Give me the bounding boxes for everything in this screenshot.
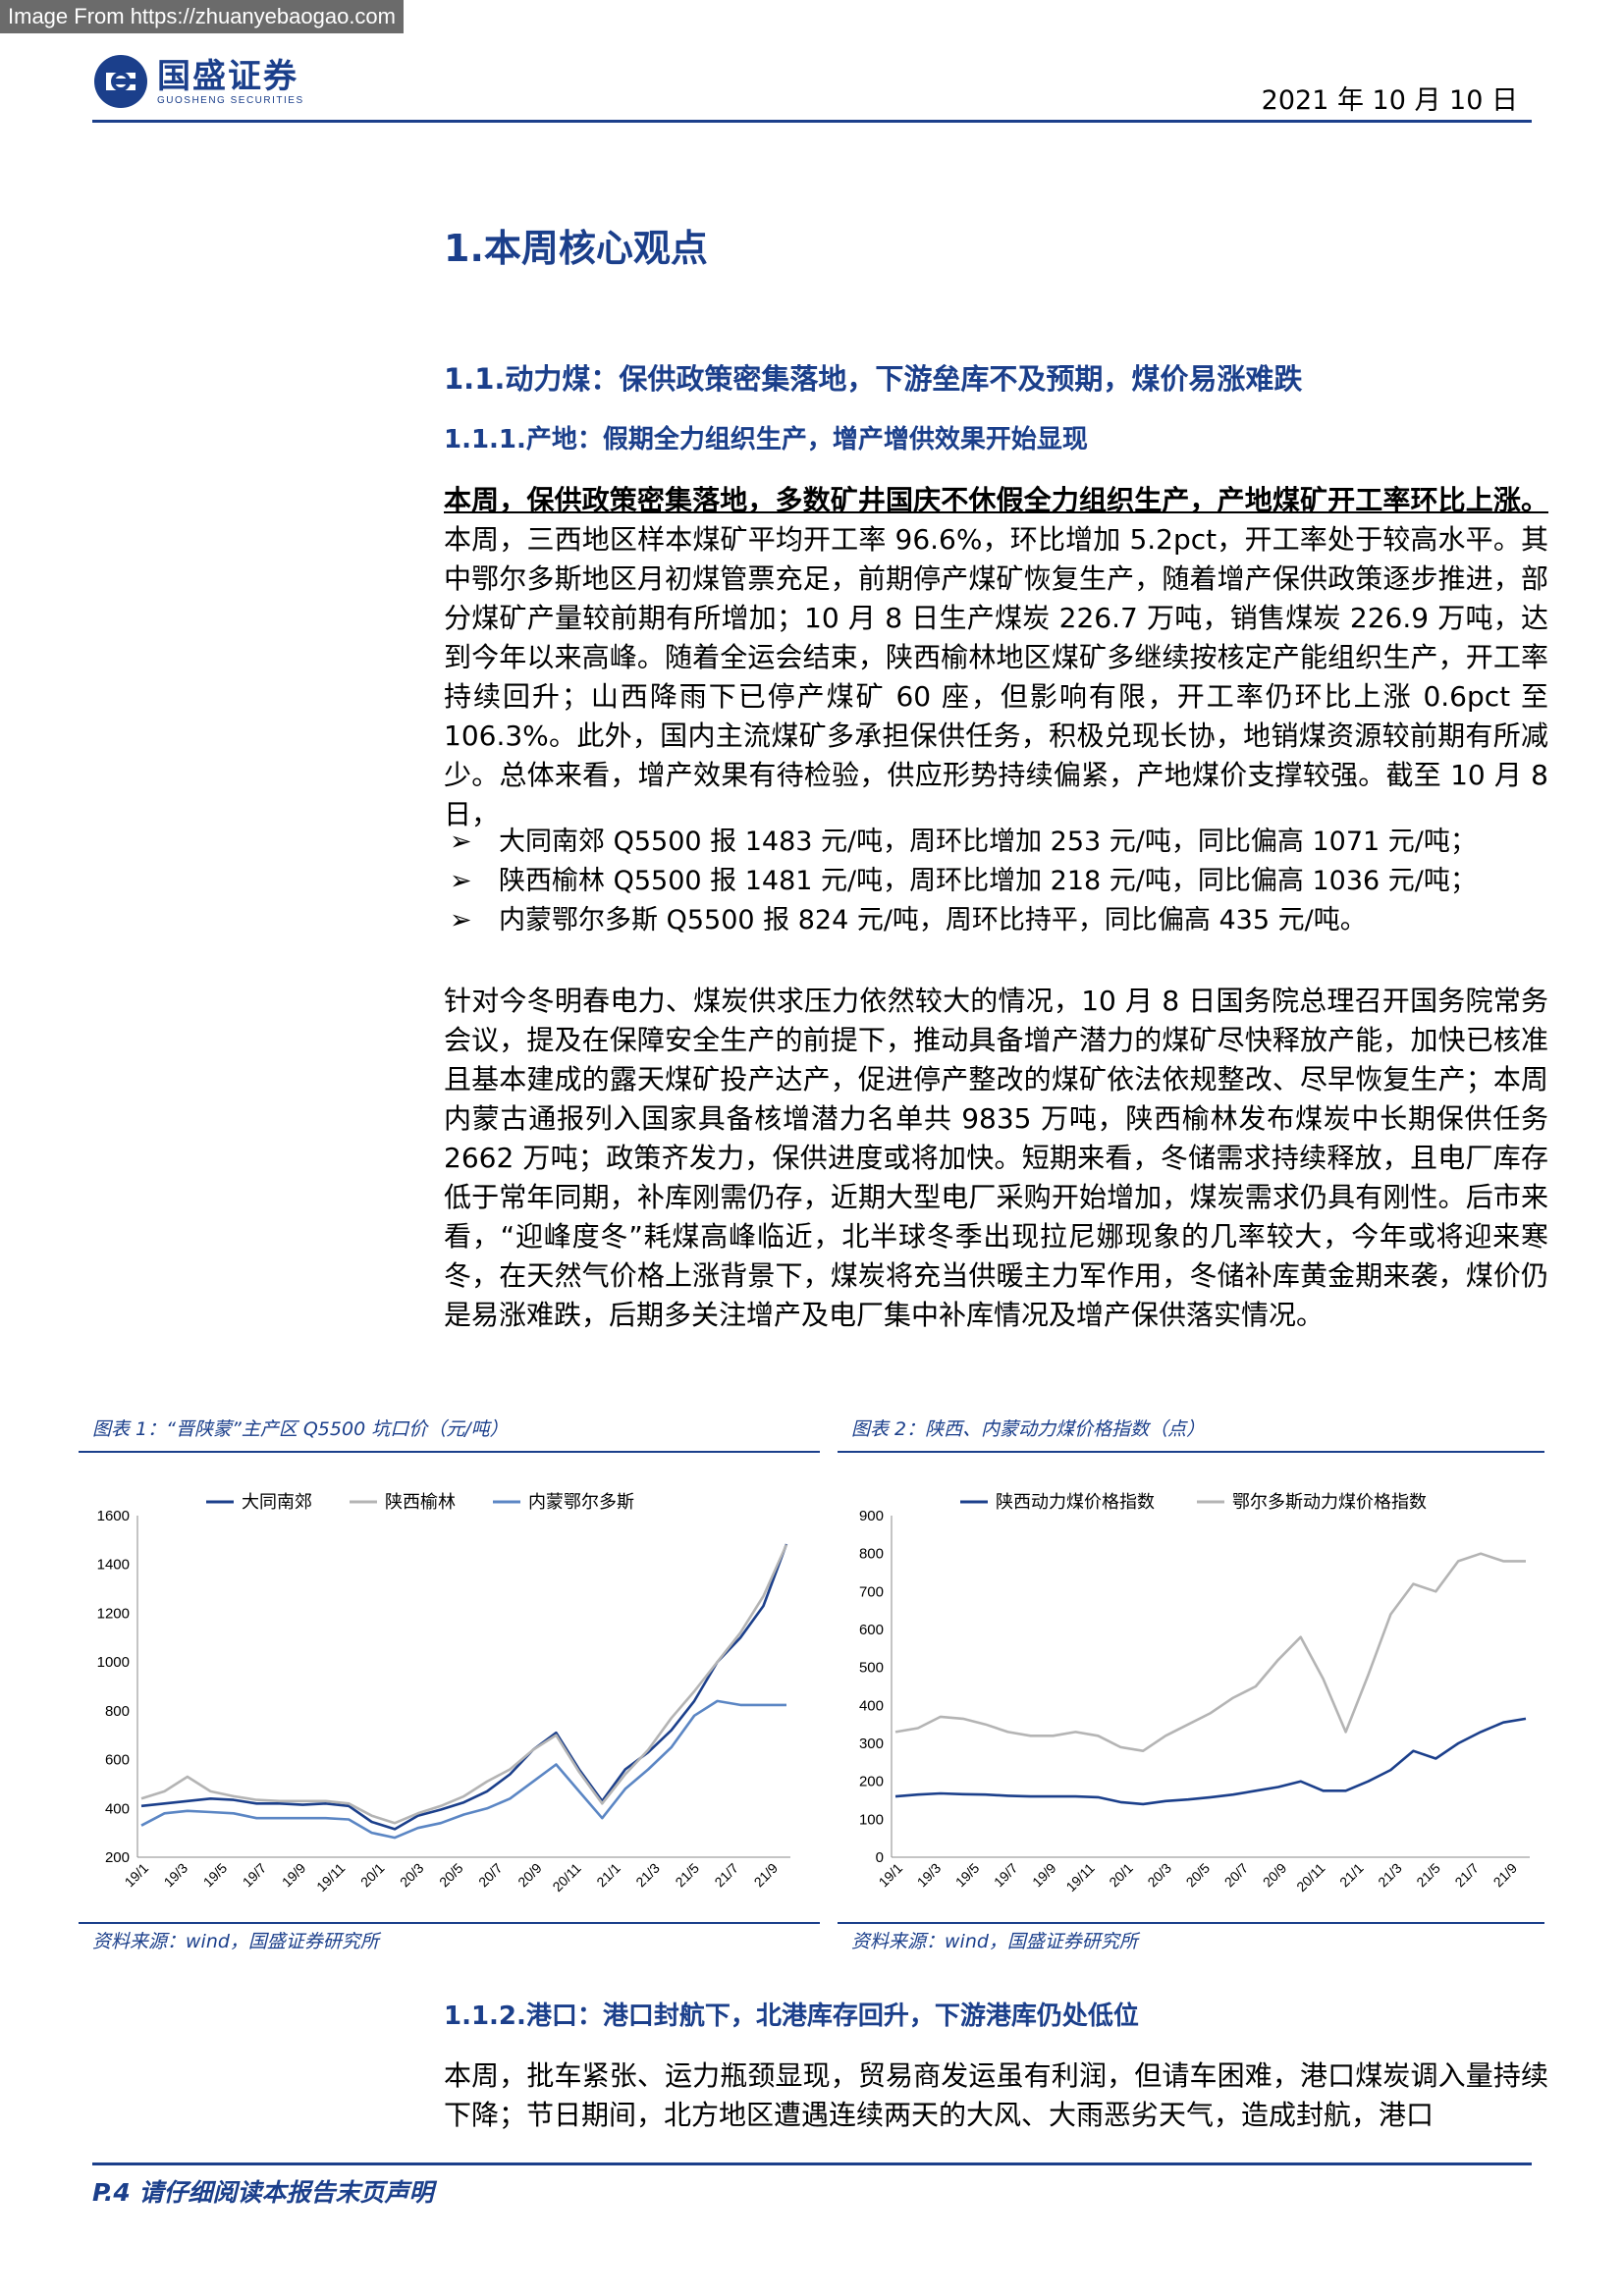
x-tick-label: 20/1	[357, 1860, 388, 1891]
x-tick-label: 20/3	[397, 1860, 427, 1891]
logo-en-text: GUOSHENG SECURITIES	[157, 94, 304, 106]
y-tick-label: 100	[859, 1811, 884, 1828]
footer-disclaimer: P.4 请仔细阅读本报告末页声明	[92, 2178, 434, 2207]
x-tick-label: 21/3	[1375, 1860, 1405, 1891]
header-divider	[92, 120, 1532, 123]
x-tick-label: 20/9	[1260, 1860, 1290, 1891]
x-tick-label: 21/5	[1413, 1860, 1443, 1891]
y-tick-label: 400	[105, 1800, 130, 1817]
legend-label: 鄂尔多斯动力煤价格指数	[1232, 1492, 1427, 1513]
y-tick-label: 400	[859, 1697, 884, 1714]
section-heading-1-1: 1.1.动力煤：保供政策密集落地，下游垒库不及预期，煤价易涨难跌	[444, 362, 1303, 396]
y-tick-label: 300	[859, 1735, 884, 1752]
series-line-0	[140, 1543, 788, 1831]
x-tick-label: 20/5	[436, 1860, 466, 1891]
figure-1-title: 图表 1：“晋陕蒙”主产区 Q5500 坑口价（元/吨）	[92, 1418, 509, 1440]
x-tick-label: 20/7	[475, 1860, 506, 1891]
y-tick-label: 0	[876, 1849, 884, 1866]
series-line-2	[140, 1699, 786, 1840]
x-tick-label: 20/1	[1106, 1860, 1136, 1891]
section-heading-1-1-1: 1.1.1.产地：假期全力组织生产，增产增供效果开始显现	[444, 425, 1088, 454]
watermark: Image From https://zhuanyebaogao.com	[0, 0, 404, 33]
figure-2-source: 资料来源：wind，国盛证券研究所	[851, 1931, 1138, 1952]
paragraph-lead-bold: 本周，保供政策密集落地，多数矿井国庆不休假全力组织生产，产地煤矿开工率环比上涨。	[444, 484, 1548, 516]
figure-2-bottom-rule	[838, 1922, 1544, 1924]
report-date: 2021 年 10 月 10 日	[1261, 85, 1518, 116]
x-tick-label: 19/3	[161, 1860, 191, 1891]
legend-label: 内蒙鄂尔多斯	[528, 1492, 634, 1513]
x-tick-label: 21/1	[593, 1860, 623, 1891]
x-tick-label: 19/5	[200, 1860, 231, 1891]
section-heading-1-1-2: 1.1.2.港口：港口封航下，北港库存回升，下游港库仍处低位	[444, 2002, 1139, 2031]
footer-divider	[92, 2163, 1532, 2165]
figure-1-top-rule	[79, 1451, 820, 1453]
x-tick-label: 21/7	[711, 1860, 741, 1891]
y-tick-label: 200	[105, 1849, 130, 1866]
y-tick-label: 600	[859, 1622, 884, 1638]
legend-label: 大同南郊	[242, 1492, 312, 1513]
bullet-text: 内蒙鄂尔多斯 Q5500 报 824 元/吨，周环比持平，同比偏高 435 元/…	[499, 905, 1367, 935]
paragraph-production: 本周，保供政策密集落地，多数矿井国庆不休假全力组织生产，产地煤矿开工率环比上涨。…	[444, 481, 1548, 834]
x-tick-label: 20/9	[514, 1860, 545, 1891]
x-tick-label: 21/5	[672, 1860, 702, 1891]
y-tick-label: 1600	[97, 1508, 130, 1524]
paragraph-body: 本周，三西地区样本煤矿平均开工率 96.6%，环比增加 5.2pct，开工率处于…	[444, 523, 1548, 830]
y-tick-label: 200	[859, 1774, 884, 1790]
series-line-0	[894, 1717, 1527, 1806]
x-tick-label: 20/5	[1183, 1860, 1214, 1891]
y-tick-label: 600	[105, 1752, 130, 1769]
x-tick-label: 19/3	[914, 1860, 945, 1891]
figure-2-title: 图表 2：陕西、内蒙动力煤价格指数（点）	[851, 1418, 1206, 1440]
y-tick-label: 800	[105, 1703, 130, 1720]
bullet-text: 陕西榆林 Q5500 报 1481 元/吨，周环比增加 218 元/吨，同比偏高…	[499, 866, 1477, 896]
y-tick-label: 1200	[97, 1605, 130, 1622]
x-tick-label: 21/1	[1336, 1860, 1367, 1891]
x-tick-label: 21/3	[632, 1860, 663, 1891]
logo-cn-text: 国盛证券	[157, 56, 298, 96]
company-logo: 国盛证券 GUOSHENG SECURITIES	[92, 53, 304, 110]
x-tick-label: 19/7	[991, 1860, 1021, 1891]
list-item: ➢ 陕西榆林 Q5500 报 1481 元/吨，周环比增加 218 元/吨，同比…	[444, 862, 1548, 901]
x-tick-label: 20/11	[1293, 1860, 1328, 1896]
paragraph-policy: 针对今冬明春电力、煤炭供求压力依然较大的情况，10 月 8 日国务院总理召开国务…	[444, 985, 1548, 1331]
x-tick-label: 20/7	[1221, 1860, 1252, 1891]
y-tick-label: 1400	[97, 1557, 130, 1574]
figure-1-bottom-rule	[79, 1922, 820, 1924]
x-tick-label: 20/3	[1144, 1860, 1174, 1891]
figure-2-top-rule	[838, 1451, 1544, 1453]
section-heading-1: 1.本周核心观点	[444, 227, 708, 270]
figure-1-source: 资料来源：wind，国盛证券研究所	[92, 1931, 379, 1952]
y-tick-label: 800	[859, 1546, 884, 1563]
series-line-1	[140, 1544, 788, 1825]
bullet-text: 大同南郊 Q5500 报 1483 元/吨，周环比增加 253 元/吨，同比偏高…	[499, 827, 1477, 857]
y-tick-label: 500	[859, 1660, 884, 1677]
x-tick-label: 19/9	[1029, 1860, 1059, 1891]
paragraph-port: 本周，批车紧张、运力瓶颈显现，贸易商发运虽有利润，但请车困难，港口煤炭调入量持续…	[444, 2059, 1548, 2131]
series-line-1	[894, 1552, 1526, 1753]
bullet-arrow-icon: ➢	[450, 905, 472, 935]
logo-icon	[94, 55, 147, 108]
x-tick-label: 21/9	[751, 1860, 782, 1891]
bullet-arrow-icon: ➢	[450, 866, 472, 896]
legend-label: 陕西榆林	[385, 1492, 456, 1513]
bullet-arrow-icon: ➢	[450, 827, 472, 857]
price-bullet-list: ➢ 大同南郊 Q5500 报 1483 元/吨，周环比增加 253 元/吨，同比…	[444, 823, 1548, 940]
x-tick-label: 19/11	[1062, 1860, 1098, 1896]
y-tick-label: 1000	[97, 1654, 130, 1671]
x-tick-label: 19/11	[313, 1860, 349, 1896]
legend-label: 陕西动力煤价格指数	[996, 1492, 1155, 1513]
list-item: ➢ 大同南郊 Q5500 报 1483 元/吨，周环比增加 253 元/吨，同比…	[444, 823, 1548, 862]
x-tick-label: 19/9	[279, 1860, 309, 1891]
x-tick-label: 21/7	[1451, 1860, 1482, 1891]
y-tick-label: 700	[859, 1583, 884, 1600]
x-tick-label: 20/11	[549, 1860, 584, 1896]
x-tick-label: 21/9	[1490, 1860, 1521, 1891]
x-tick-label: 19/5	[952, 1860, 983, 1891]
y-tick-label: 900	[859, 1508, 884, 1524]
x-tick-label: 19/7	[240, 1860, 270, 1891]
list-item: ➢ 内蒙鄂尔多斯 Q5500 报 824 元/吨，周环比持平，同比偏高 435 …	[444, 901, 1548, 940]
